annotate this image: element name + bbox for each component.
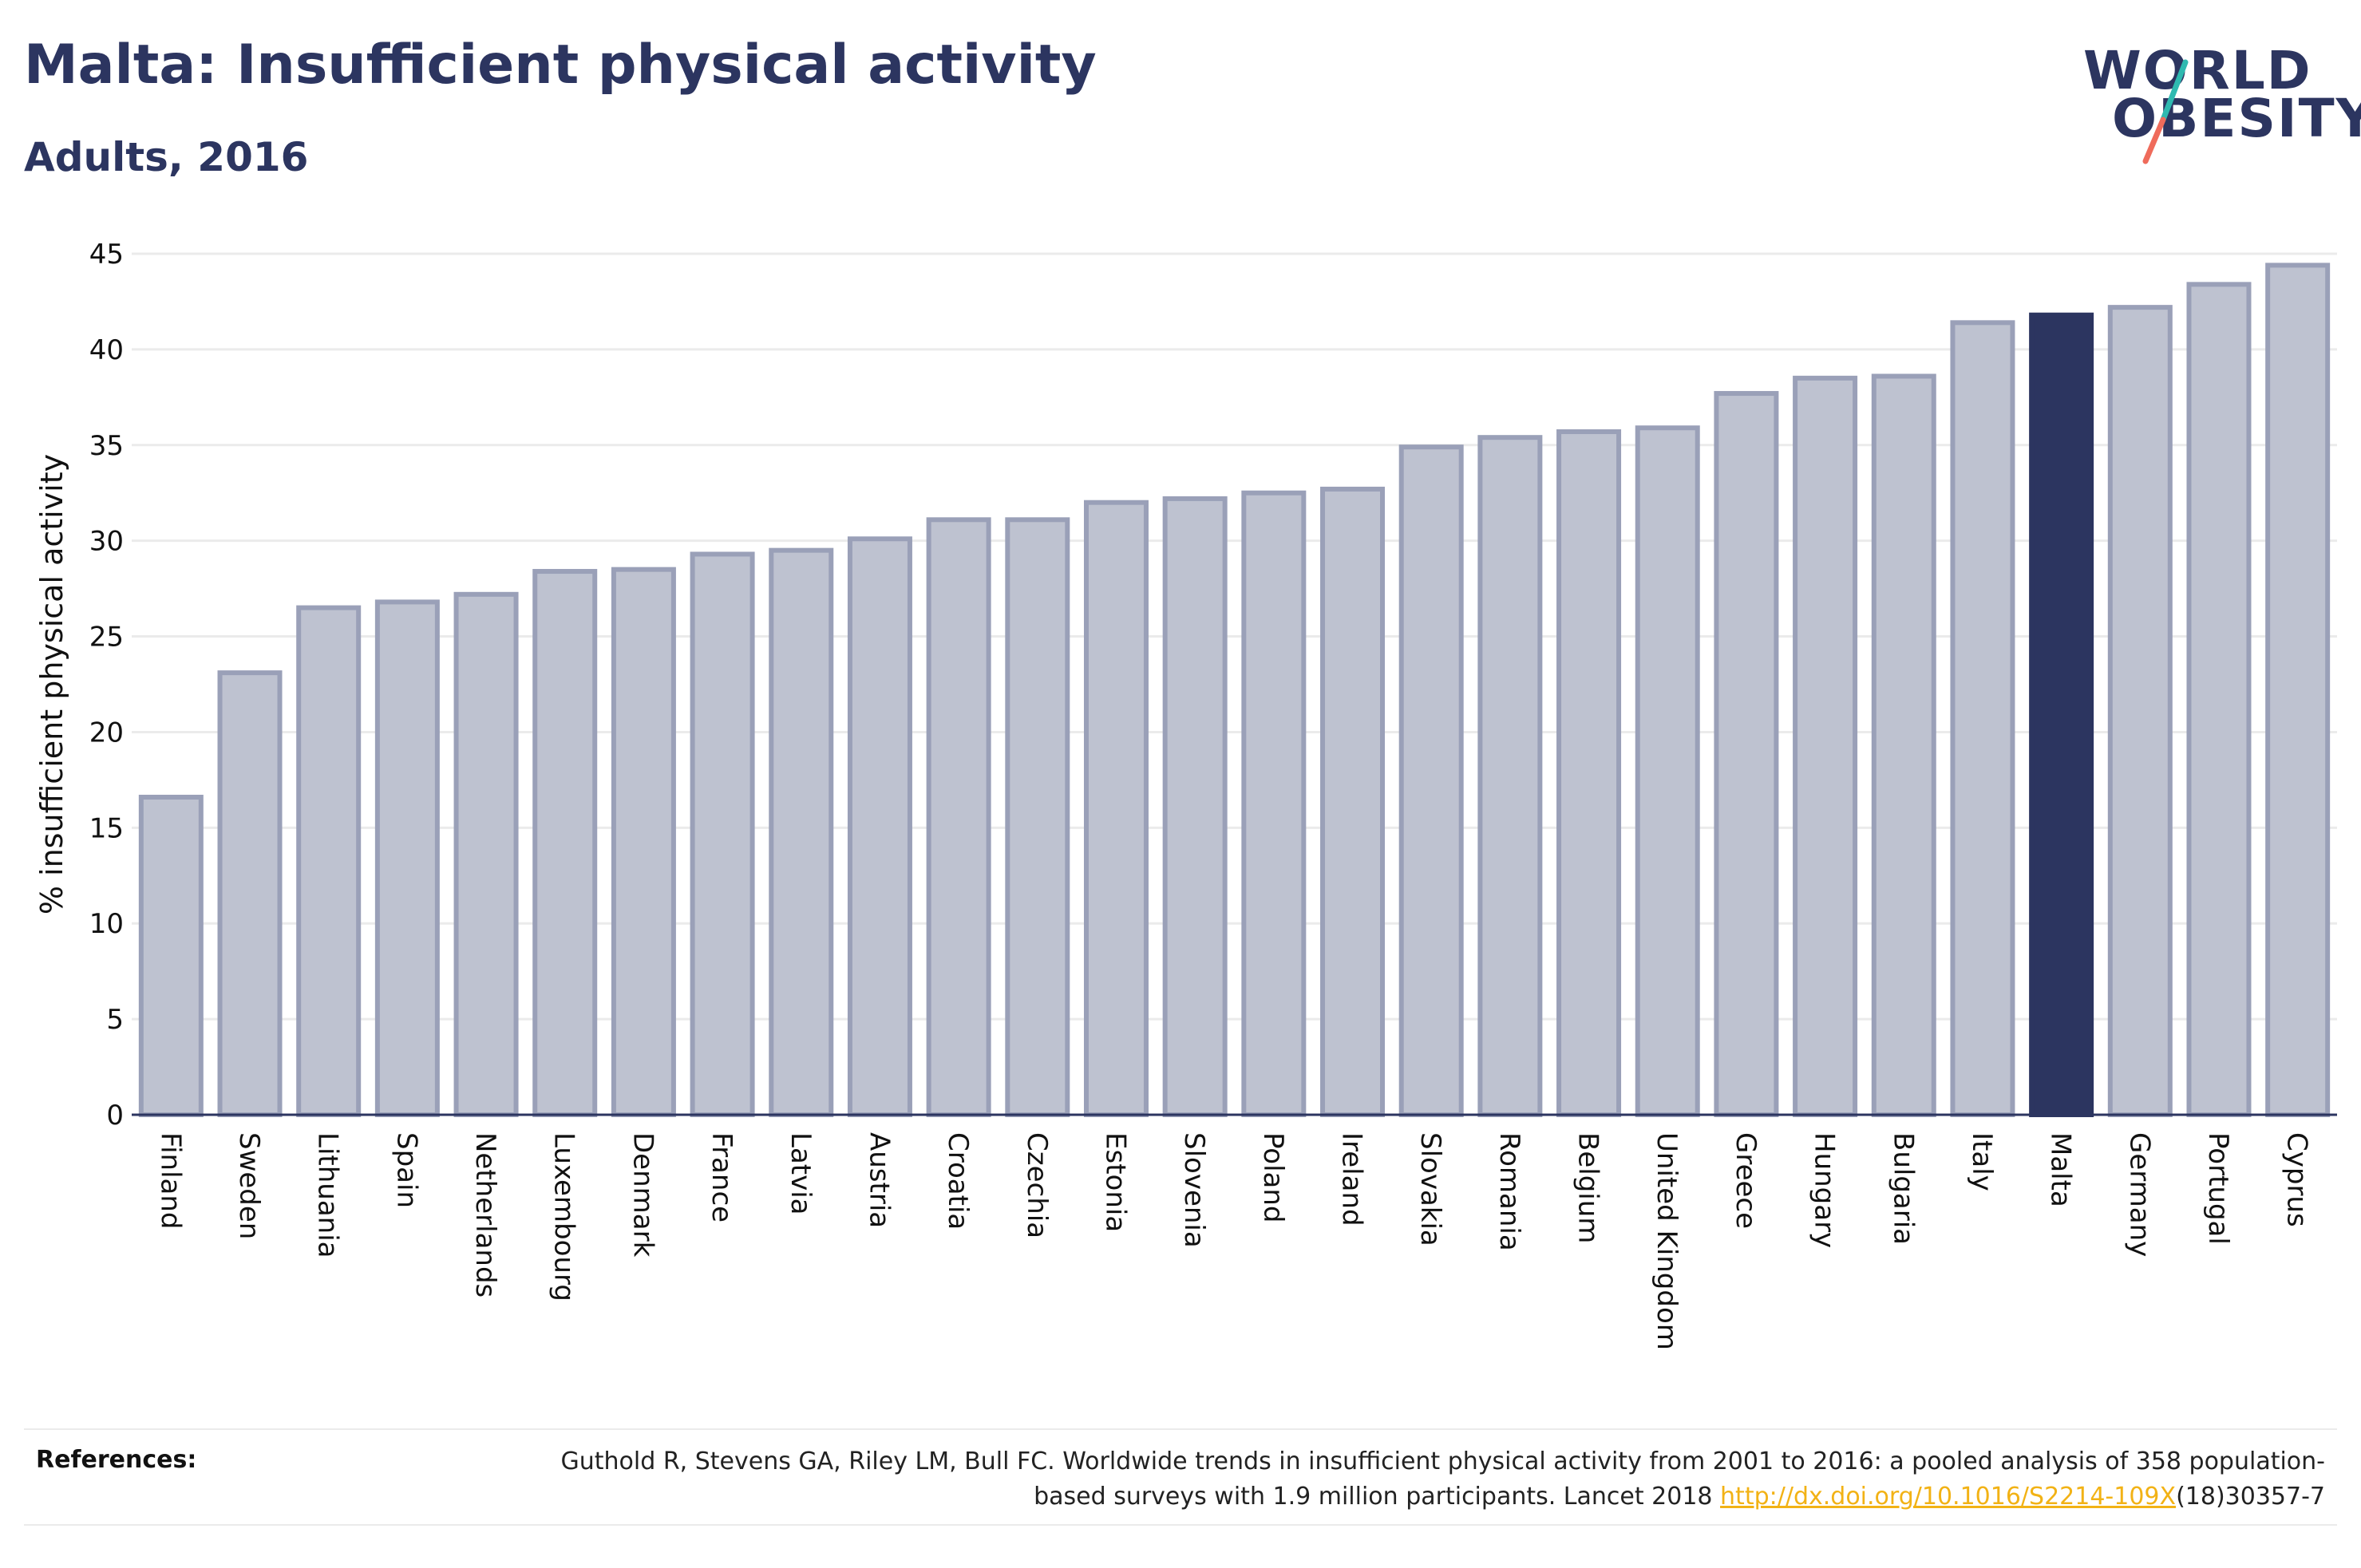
x-tick-label: United Kingdom bbox=[1651, 1132, 1683, 1350]
x-tick-label: Luxembourg bbox=[548, 1132, 580, 1301]
x-tick-label: Romania bbox=[1493, 1132, 1525, 1251]
x-tick-label: Portugal bbox=[2202, 1132, 2234, 1245]
x-tick-label: Greece bbox=[1730, 1132, 1762, 1229]
logo-slash-icon bbox=[2142, 59, 2189, 164]
bar-ireland bbox=[1320, 486, 1386, 1117]
y-tick-label: 30 bbox=[89, 526, 124, 558]
bar-netherlands bbox=[453, 591, 519, 1117]
bar-hungary bbox=[1793, 375, 1858, 1118]
bar-czechia bbox=[1005, 517, 1070, 1117]
bar-france bbox=[690, 551, 755, 1117]
x-tick-label: Czechia bbox=[1021, 1132, 1053, 1238]
bar-belgium bbox=[1556, 429, 1622, 1117]
references-citation: Guthold R, Stevens GA, Riley LM, Bull FC… bbox=[560, 1448, 2325, 1511]
references-doi-suffix: (18)30357-7 bbox=[2176, 1483, 2325, 1511]
x-tick-label: Netherlands bbox=[469, 1132, 501, 1297]
x-tick-label: Malta bbox=[2045, 1132, 2077, 1207]
references-divider-top bbox=[24, 1428, 2337, 1430]
bar-portugal bbox=[2186, 282, 2252, 1117]
y-tick-label: 10 bbox=[89, 908, 124, 940]
x-tick-label: Estonia bbox=[1099, 1132, 1131, 1232]
y-tick-label: 0 bbox=[106, 1100, 124, 1132]
bar-croatia bbox=[926, 517, 991, 1117]
x-tick-label: Hungary bbox=[1809, 1132, 1841, 1248]
bar-united-kingdom bbox=[1635, 425, 1700, 1117]
x-tick-label: Lithuania bbox=[312, 1132, 344, 1258]
bar-bulgaria bbox=[1871, 373, 1936, 1117]
y-axis-label: % insufficient physical activity bbox=[34, 454, 69, 914]
references-label: References: bbox=[36, 1446, 197, 1474]
y-tick-label: 20 bbox=[89, 717, 124, 748]
bar-italy bbox=[1950, 320, 2015, 1117]
bar-cyprus bbox=[2265, 263, 2331, 1117]
x-tick-label: Sweden bbox=[233, 1132, 265, 1239]
bar-poland bbox=[1241, 490, 1307, 1117]
y-tick-label: 5 bbox=[106, 1004, 124, 1036]
y-tick-label: 15 bbox=[89, 812, 124, 844]
references-text: Guthold R, Stevens GA, Riley LM, Bull FC… bbox=[489, 1444, 2325, 1515]
chart-title: Malta: Insufficient physical activity bbox=[24, 34, 1097, 97]
y-tick-label: 25 bbox=[89, 622, 124, 654]
x-tick-label: Finland bbox=[154, 1132, 186, 1230]
bar-denmark bbox=[611, 567, 676, 1117]
x-tick-label: Denmark bbox=[627, 1132, 658, 1258]
bar-estonia bbox=[1083, 500, 1149, 1117]
y-axis-ticks: 0 5 10 15 20 25 30 35 40 45 bbox=[89, 239, 124, 1132]
x-tick-label: Italy bbox=[1966, 1132, 1998, 1191]
bar-chart: 0 5 10 15 20 25 30 35 40 45 Finland Sweden Lithuani… bbox=[34, 239, 2337, 1350]
x-axis-ticks: Finland Sweden Lithuania Spain Netherlands Lu… bbox=[154, 1132, 2312, 1350]
bar-germany bbox=[2107, 305, 2173, 1118]
bar-finland bbox=[138, 794, 204, 1117]
chart-subtitle: Adults, 2016 bbox=[24, 134, 309, 180]
bar-spain bbox=[374, 599, 440, 1117]
x-tick-label: Belgium bbox=[1572, 1132, 1604, 1243]
x-tick-label: Slovakia bbox=[1414, 1132, 1446, 1246]
bar-sweden bbox=[217, 670, 283, 1117]
x-tick-label: Ireland bbox=[1336, 1132, 1368, 1226]
bars bbox=[138, 263, 2331, 1118]
x-tick-label: Cyprus bbox=[2281, 1132, 2313, 1227]
bar-austria bbox=[847, 536, 912, 1117]
bar-romania bbox=[1477, 435, 1543, 1117]
x-tick-label: Austria bbox=[863, 1132, 895, 1228]
x-tick-label: Latvia bbox=[785, 1132, 817, 1215]
x-tick-label: Bulgaria bbox=[1887, 1132, 1919, 1245]
bar-greece bbox=[1714, 391, 1779, 1117]
bar-slovenia bbox=[1162, 496, 1228, 1117]
bar-latvia bbox=[769, 547, 834, 1117]
bar-slovakia bbox=[1398, 444, 1464, 1117]
x-tick-label: Poland bbox=[1257, 1132, 1289, 1223]
x-tick-label: Croatia bbox=[942, 1132, 974, 1230]
references-doi-link[interactable]: http://dx.doi.org/10.1016/S2214-109X bbox=[1720, 1483, 2177, 1511]
bar-malta bbox=[2029, 312, 2094, 1117]
x-tick-label: Slovenia bbox=[1178, 1132, 1210, 1248]
x-tick-label: France bbox=[706, 1132, 738, 1222]
y-tick-label: 35 bbox=[89, 430, 124, 462]
y-tick-label: 45 bbox=[89, 239, 124, 271]
bar-lithuania bbox=[296, 605, 362, 1117]
x-tick-label: Spain bbox=[390, 1132, 422, 1208]
x-tick-label: Germany bbox=[2123, 1132, 2155, 1257]
y-tick-label: 40 bbox=[89, 334, 124, 366]
references-divider-bottom bbox=[24, 1524, 2337, 1526]
logo-word-world: WORLD bbox=[2083, 40, 2312, 101]
bar-luxembourg bbox=[532, 569, 598, 1117]
world-obesity-logo: WORLD OBESITY bbox=[2083, 40, 2361, 168]
